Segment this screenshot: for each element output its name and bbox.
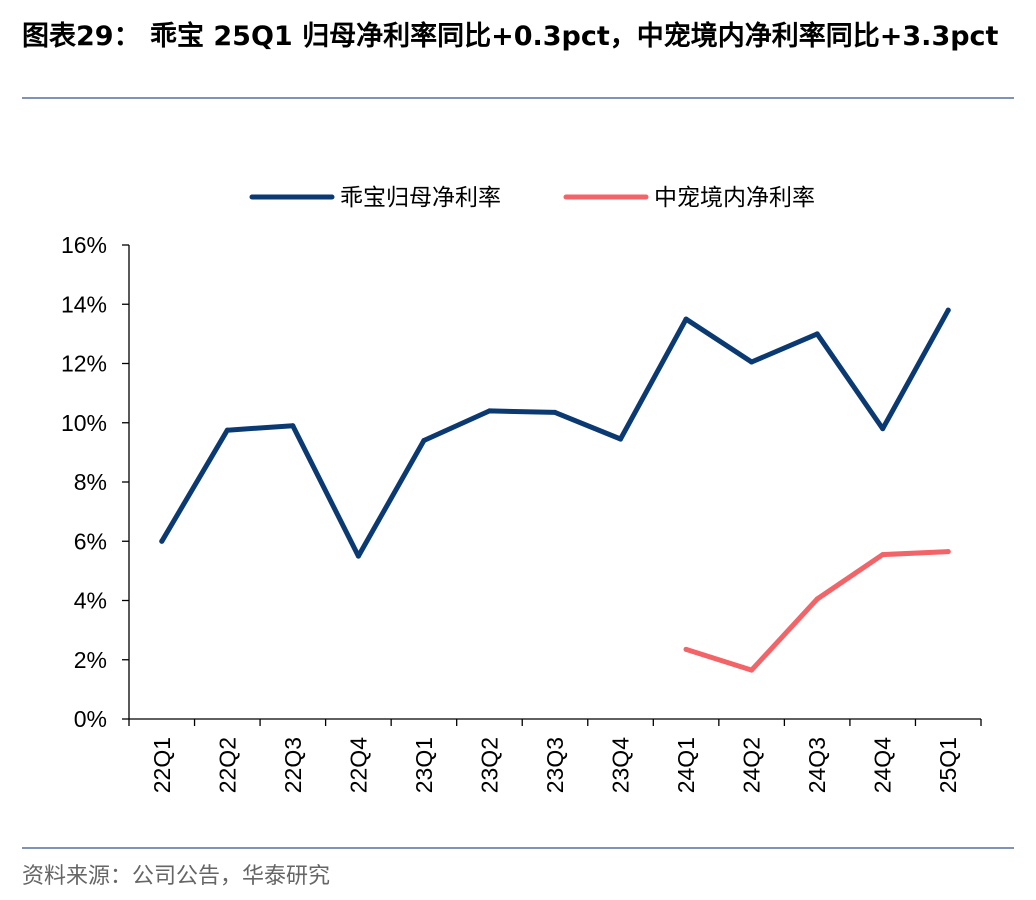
y-tick-label: 10% [61,410,107,436]
x-tick-label: 22Q1 [149,737,175,793]
data-point [224,427,230,433]
y-tick-label: 8% [74,469,107,495]
x-tick-label: 25Q1 [935,737,961,793]
data-point [814,331,820,337]
data-point [618,436,624,442]
data-point [945,307,951,313]
data-point [814,596,820,602]
data-point [945,549,951,555]
y-tick-label: 14% [61,291,107,317]
x-tick-label: 24Q4 [870,737,896,793]
x-tick-label: 22Q4 [345,737,371,793]
source-note: 资料来源：公司公告，华泰研究 [22,864,331,889]
data-point [290,423,296,429]
series-line-1 [159,307,951,559]
data-point [159,538,165,544]
y-tick-label: 12% [61,351,107,377]
y-tick-label: 4% [74,588,107,614]
x-tick-label: 23Q4 [608,737,634,793]
y-tick-label: 6% [74,528,107,554]
x-tick-label: 23Q2 [476,737,502,793]
data-point [355,553,361,559]
x-tick-label: 22Q2 [214,737,240,793]
data-point [552,409,558,415]
legend-label-2: 中宠境内净利率 [654,185,815,211]
data-point [880,552,886,558]
data-point [880,426,886,432]
series-line-2 [683,549,951,673]
x-tick-label: 24Q3 [804,737,830,793]
x-tick-label: 24Q2 [739,737,765,793]
y-tick-label: 0% [74,706,107,732]
data-point [749,667,755,673]
title-divider [22,97,1014,99]
data-point [421,438,427,444]
data-point [683,646,689,652]
x-tick-label: 23Q1 [411,737,437,793]
chart-title: 图表29： 乖宝 25Q1 归母净利率同比+0.3pct，中宠境内净利率同比+3… [22,21,999,52]
data-point [486,408,492,414]
y-tick-label: 2% [74,647,107,673]
legend-label-1: 乖宝归母净利率 [340,185,501,211]
data-point [683,316,689,322]
line-chart: 0% 2% 4% 6% 8% 10% 12% 14% 16% 22Q1 22Q2 22Q3 22Q4 23… [61,185,982,793]
data-point [749,359,755,365]
x-tick-label: 23Q3 [542,737,568,793]
source-divider [22,847,1014,849]
x-tick-label: 24Q1 [673,737,699,793]
y-tick-label: 16% [61,232,107,258]
x-tick-label: 22Q3 [280,737,306,793]
